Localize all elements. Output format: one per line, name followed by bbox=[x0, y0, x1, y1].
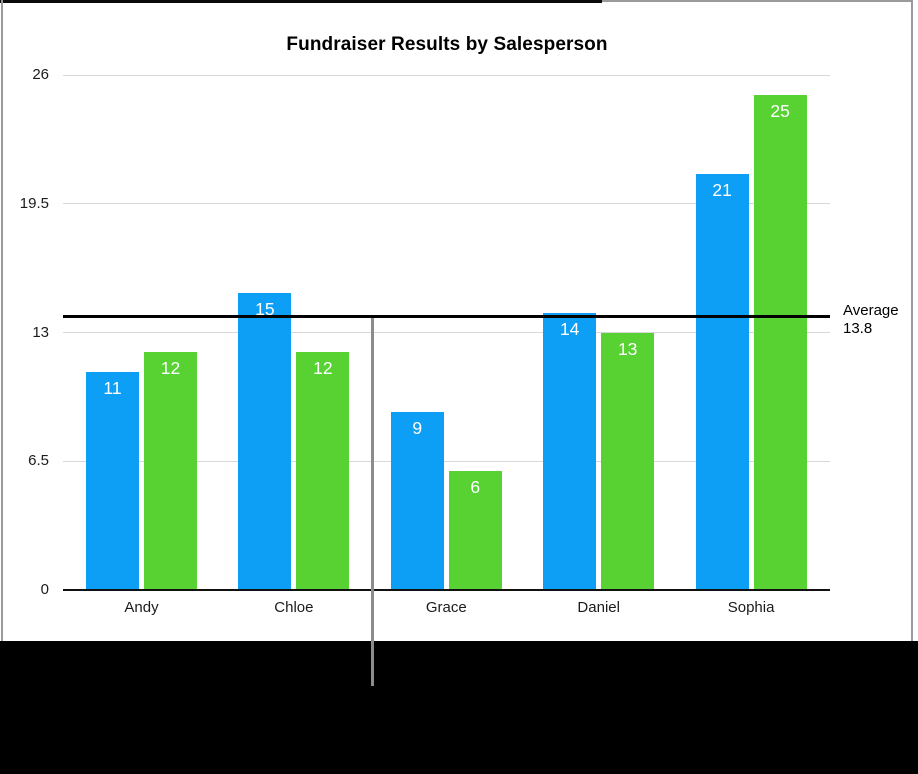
bar-value-label: 14 bbox=[559, 318, 580, 339]
bar-blue-series-daniel: 14 bbox=[543, 312, 597, 590]
bar-blue-series-sophia: 21 bbox=[695, 174, 749, 590]
gridline-y-19.5 bbox=[63, 203, 830, 205]
bar-green-series-grace: 6 bbox=[448, 471, 502, 590]
right-edge-border bbox=[911, 0, 913, 641]
gridline-y-26 bbox=[63, 74, 830, 76]
x-axis-label-chloe: Chloe bbox=[274, 599, 314, 616]
bar-value-label: 15 bbox=[255, 298, 275, 319]
y-axis-tick-label: 6.5 bbox=[28, 452, 49, 470]
vertical-guide-line bbox=[371, 317, 374, 686]
chart-title: Fundraiser Results by Salesperson bbox=[286, 34, 608, 55]
average-label-value: 13.8 bbox=[843, 319, 873, 337]
average-label-text: Average bbox=[843, 302, 899, 319]
bar-value-label: 12 bbox=[313, 358, 333, 379]
y-axis-tick-label: 19.5 bbox=[19, 194, 49, 212]
bar-blue-series-chloe: 15 bbox=[238, 292, 292, 590]
bar-value-label: 25 bbox=[770, 100, 790, 121]
y-axis-tick-label: 13 bbox=[32, 323, 49, 341]
x-axis-label-daniel: Daniel bbox=[577, 599, 620, 616]
bar-green-series-daniel: 13 bbox=[601, 332, 655, 590]
gridline-y-6.5 bbox=[63, 460, 830, 462]
bar-value-label: 6 bbox=[470, 477, 481, 498]
x-axis-line bbox=[63, 588, 830, 592]
bar-blue-series-andy: 11 bbox=[86, 372, 139, 590]
x-axis-label-grace: Grace bbox=[425, 599, 467, 616]
bar-value-label: 12 bbox=[160, 358, 181, 379]
average-reference-line bbox=[63, 315, 830, 319]
bar-green-series-andy: 12 bbox=[144, 352, 197, 590]
y-axis-tick-label: 26 bbox=[32, 66, 49, 83]
bar-blue-series-grace: 9 bbox=[390, 411, 444, 590]
bottom-dark-region bbox=[0, 641, 918, 774]
left-edge-border bbox=[1, 0, 3, 641]
y-axis-tick-label: 0 bbox=[40, 581, 49, 598]
top-edge-dark-strip bbox=[0, 0, 602, 3]
bar-value-label: 21 bbox=[712, 180, 732, 201]
bar-value-label: 13 bbox=[617, 338, 638, 359]
average-line-label: Average 13.8 bbox=[843, 302, 899, 337]
bar-green-series-chloe: 12 bbox=[296, 352, 350, 590]
bar-value-label: 11 bbox=[103, 378, 122, 399]
x-axis-label-andy: Andy bbox=[124, 599, 159, 616]
x-axis-label-sophia: Sophia bbox=[727, 599, 775, 616]
bar-green-series-sophia: 25 bbox=[753, 94, 807, 590]
bar-value-label: 9 bbox=[412, 417, 423, 438]
top-edge-border bbox=[602, 0, 913, 2]
gridline-y-13 bbox=[63, 332, 830, 333]
